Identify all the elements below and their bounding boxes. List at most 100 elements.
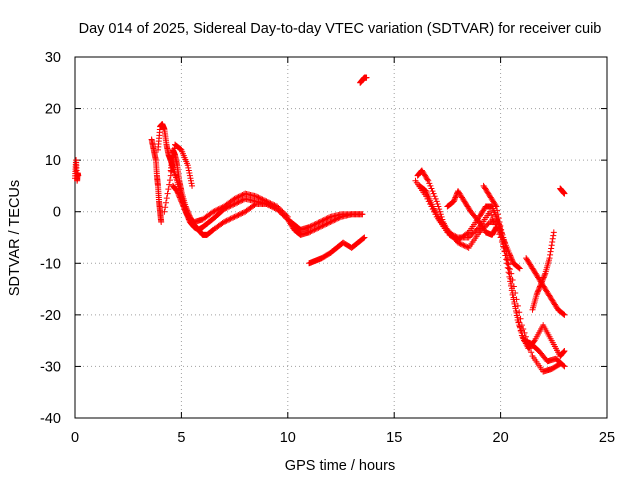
grid-lines — [75, 57, 607, 418]
data-point — [515, 319, 522, 326]
data-point — [188, 180, 195, 187]
data-point — [161, 208, 168, 215]
data-point — [428, 185, 435, 192]
series-arc-d — [169, 182, 291, 226]
data-point — [509, 277, 516, 284]
data-point — [170, 149, 177, 156]
data-point — [236, 211, 243, 218]
data-point — [518, 322, 525, 329]
data-point — [431, 208, 438, 215]
data-point — [538, 279, 545, 286]
data-point — [536, 284, 543, 291]
data-point — [238, 197, 245, 204]
data-point — [175, 191, 182, 198]
data-point — [436, 206, 443, 213]
data-point — [259, 196, 266, 203]
data-point — [308, 228, 315, 235]
data-point — [231, 195, 238, 202]
data-point — [514, 302, 521, 309]
data-point — [311, 226, 318, 233]
data-point — [561, 347, 568, 354]
data-point — [506, 249, 513, 256]
data-point — [284, 213, 291, 220]
x-tick-labels: 0 5 10 15 20 25 — [71, 430, 615, 446]
data-point — [211, 208, 218, 215]
data-point — [484, 221, 491, 228]
data-point — [283, 212, 290, 219]
x-tick-label: 5 — [177, 430, 185, 446]
data-point — [464, 244, 471, 251]
data-point — [526, 345, 533, 352]
data-point — [549, 235, 556, 242]
data-point — [508, 280, 515, 287]
data-point — [449, 231, 456, 238]
data-point — [447, 230, 454, 237]
data-point — [174, 188, 181, 195]
data-point — [230, 214, 237, 221]
data-point — [306, 224, 313, 231]
data-point — [428, 203, 435, 210]
data-point — [312, 220, 319, 227]
data-point — [235, 211, 242, 218]
data-point — [492, 202, 499, 209]
data-point — [185, 167, 192, 174]
data-point — [550, 229, 557, 236]
data-point — [451, 197, 458, 204]
data-point — [489, 215, 496, 222]
data-point — [214, 206, 221, 213]
data-point — [167, 172, 174, 179]
data-point — [75, 172, 82, 179]
series-arc-m — [523, 255, 568, 318]
y-axis-label: SDTVAR / TECUs — [7, 180, 23, 296]
series-arc-e — [161, 141, 196, 215]
data-point — [496, 219, 503, 226]
axis-ticks — [74, 56, 608, 419]
data-point — [318, 218, 325, 225]
data-point — [361, 234, 368, 241]
data-point — [177, 197, 184, 204]
data-point — [323, 220, 330, 227]
data-point — [307, 228, 314, 235]
data-point — [540, 274, 547, 281]
data-point — [327, 219, 334, 226]
data-point — [456, 240, 463, 247]
data-point — [546, 255, 553, 262]
data-point — [169, 157, 176, 164]
data-point — [232, 213, 239, 220]
data-point — [235, 199, 242, 206]
data-point — [496, 231, 503, 238]
data-point — [314, 220, 321, 227]
data-point — [360, 235, 367, 242]
data-point — [548, 245, 555, 252]
data-point — [166, 177, 173, 184]
data-point — [326, 214, 333, 221]
data-point — [513, 312, 520, 319]
data-point — [432, 195, 439, 202]
data-point — [493, 224, 500, 231]
data-point — [168, 164, 175, 171]
data-point — [513, 307, 520, 314]
data-point — [319, 217, 326, 224]
data-point — [460, 242, 467, 249]
data-point — [318, 223, 325, 230]
data-point — [494, 207, 501, 214]
data-point — [452, 193, 459, 200]
data-point — [181, 204, 188, 211]
data-point — [539, 277, 546, 284]
series-arc-b — [154, 121, 366, 238]
data-point — [541, 271, 548, 278]
data-point — [163, 195, 170, 202]
data-point — [452, 194, 459, 201]
data-point — [323, 215, 330, 222]
data-point — [425, 198, 432, 205]
data-point — [165, 186, 172, 193]
data-point — [216, 205, 223, 212]
data-point — [427, 200, 434, 207]
data-point — [215, 206, 222, 213]
data-point — [534, 288, 541, 295]
data-point — [424, 195, 431, 202]
data-point — [517, 315, 524, 322]
data-point — [507, 253, 514, 260]
data-point — [498, 230, 505, 237]
